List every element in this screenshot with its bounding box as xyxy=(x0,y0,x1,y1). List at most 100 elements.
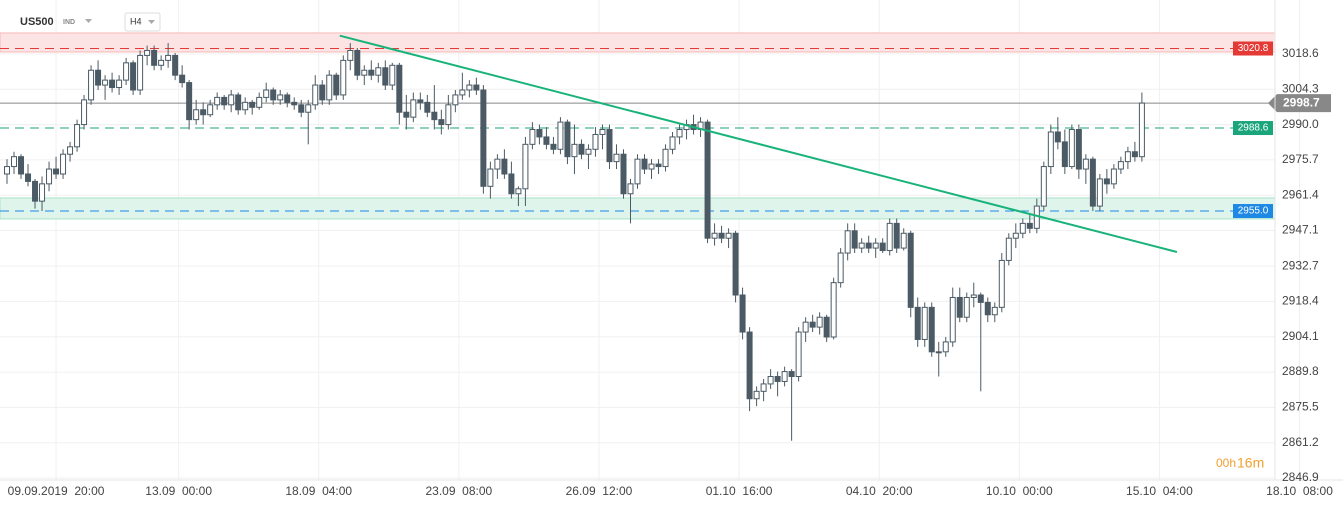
level-label: 2955.0 xyxy=(1238,206,1269,217)
candle-body xyxy=(613,153,620,163)
candle-body xyxy=(977,294,984,303)
candle-body xyxy=(326,74,333,101)
candle-body xyxy=(732,232,739,296)
candle-body xyxy=(501,158,508,175)
grid xyxy=(0,0,1301,480)
candle-body xyxy=(165,54,172,61)
candle-body xyxy=(235,94,242,111)
current-price-label: 2998.7 xyxy=(1283,95,1320,109)
candle-body xyxy=(158,59,165,66)
candle-body xyxy=(1089,158,1096,207)
y-tick-label: 2904.1 xyxy=(1282,329,1319,343)
y-tick-label: 2961.4 xyxy=(1282,187,1319,201)
zone xyxy=(0,32,1276,53)
toolbar: US500 IND H4 xyxy=(20,12,161,32)
candle-body xyxy=(347,49,354,61)
candle-body xyxy=(102,79,109,86)
candle-body xyxy=(676,129,683,138)
candle-body xyxy=(277,94,284,101)
candle-body xyxy=(172,54,179,76)
candle-body xyxy=(116,79,123,89)
candle-body xyxy=(648,163,655,170)
candle-body xyxy=(704,121,711,239)
candle-body xyxy=(606,129,613,163)
candle-body xyxy=(1040,166,1047,207)
candle-body xyxy=(1131,151,1138,158)
candle-body xyxy=(487,168,494,187)
level-label: 2988.6 xyxy=(1238,123,1269,134)
trendline xyxy=(339,34,1178,253)
candle-body xyxy=(95,69,102,86)
candle-body xyxy=(1019,222,1026,234)
candle-body xyxy=(571,143,578,158)
candle-body xyxy=(788,371,795,378)
candle-body xyxy=(970,294,977,298)
candle-body xyxy=(634,158,641,185)
candle-body xyxy=(1082,158,1089,170)
candle-body xyxy=(760,383,767,392)
countdown-minutes: 16m xyxy=(1237,455,1264,471)
candle-body xyxy=(585,148,592,155)
candle-body xyxy=(431,111,438,121)
dropdown-icon[interactable] xyxy=(148,20,155,24)
candle-body xyxy=(228,94,235,106)
candle-body xyxy=(32,180,39,202)
symbol[interactable]: US500 xyxy=(20,16,54,28)
candle-body xyxy=(872,242,879,249)
candle-body xyxy=(74,124,81,148)
candle-body xyxy=(1047,131,1054,168)
candle-body xyxy=(417,99,424,103)
candle-body xyxy=(739,294,746,333)
candle-body xyxy=(893,222,900,249)
timeframe[interactable]: H4 xyxy=(130,16,142,26)
candle-body xyxy=(837,252,844,284)
candle-body xyxy=(991,306,998,316)
candle-body xyxy=(809,321,816,328)
candle-body xyxy=(179,74,186,84)
countdown-hours: 00h xyxy=(1216,456,1236,470)
candle-body xyxy=(130,62,137,91)
candle-body xyxy=(529,129,536,145)
candle-body xyxy=(1124,151,1131,163)
x-tick-label: 10.10 00:00 xyxy=(986,484,1053,498)
candle-body xyxy=(67,146,74,155)
candle-body xyxy=(508,173,515,195)
candle-body xyxy=(767,376,774,385)
candle-body xyxy=(53,168,60,175)
candle-body xyxy=(60,153,67,175)
candle-body xyxy=(109,79,116,89)
x-tick-label: 18.10 08:00 xyxy=(1266,484,1333,498)
dropdown-icon[interactable] xyxy=(85,19,92,23)
candle-body xyxy=(312,84,319,106)
candle-body xyxy=(424,101,431,113)
candle-body xyxy=(515,188,522,195)
candle-body xyxy=(1068,129,1075,168)
candle-body xyxy=(711,232,718,239)
candle-body xyxy=(1005,237,1012,261)
candle-body xyxy=(998,259,1005,308)
candle-body xyxy=(1117,161,1124,170)
y-tick-label: 2990.0 xyxy=(1282,117,1319,131)
candle-body xyxy=(557,121,564,150)
y-tick-label: 2932.7 xyxy=(1282,258,1319,272)
y-tick-label: 2861.2 xyxy=(1282,435,1319,449)
x-tick-label: 01.10 16:00 xyxy=(706,484,773,498)
candle-body xyxy=(956,296,963,318)
timeframe-button[interactable] xyxy=(124,12,161,32)
candle-body xyxy=(578,143,585,155)
y-tick-label: 3004.3 xyxy=(1282,81,1319,95)
candle-body xyxy=(249,101,256,108)
candle-body xyxy=(1075,129,1082,170)
candle-body xyxy=(1061,141,1068,168)
candle-body xyxy=(466,84,473,91)
candle-body xyxy=(354,49,361,76)
candle-body xyxy=(298,104,305,113)
candle-body xyxy=(886,222,893,252)
candle-body xyxy=(725,232,732,239)
candle-body xyxy=(368,69,375,76)
x-tick-label: 26.09 12:00 xyxy=(566,484,633,498)
candle-body xyxy=(942,341,949,353)
candle-body xyxy=(186,82,193,121)
zones xyxy=(0,32,1276,220)
x-tick-label: 23.09 08:00 xyxy=(425,484,492,498)
